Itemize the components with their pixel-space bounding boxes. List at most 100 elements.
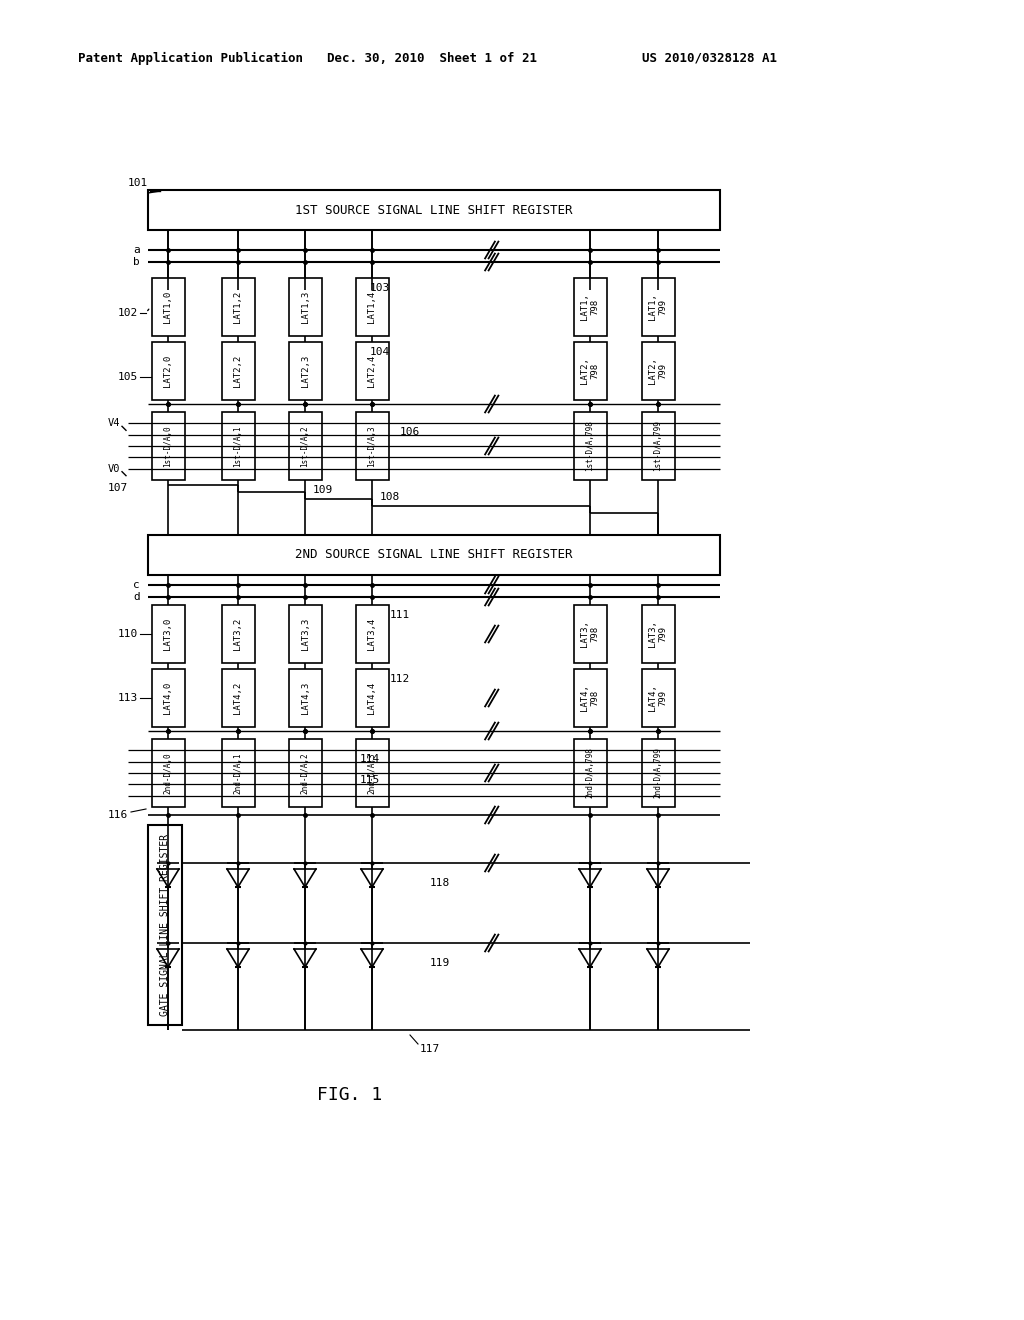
- FancyBboxPatch shape: [152, 669, 184, 727]
- FancyBboxPatch shape: [355, 279, 388, 337]
- FancyBboxPatch shape: [152, 342, 184, 400]
- Text: 104: 104: [370, 347, 390, 356]
- Text: 1st-D/A,799: 1st-D/A,799: [653, 421, 663, 471]
- Text: 1st-D/A,1: 1st-D/A,1: [233, 425, 243, 467]
- FancyBboxPatch shape: [355, 739, 388, 807]
- FancyBboxPatch shape: [152, 605, 184, 663]
- Text: LAT3,0: LAT3,0: [164, 618, 172, 651]
- Text: 114: 114: [360, 755, 380, 764]
- FancyBboxPatch shape: [355, 342, 388, 400]
- FancyBboxPatch shape: [573, 605, 606, 663]
- FancyBboxPatch shape: [355, 669, 388, 727]
- FancyBboxPatch shape: [573, 669, 606, 727]
- FancyBboxPatch shape: [221, 739, 255, 807]
- Text: LAT4,3: LAT4,3: [300, 682, 309, 714]
- Text: FIG. 1: FIG. 1: [317, 1086, 383, 1104]
- Text: Patent Application Publication: Patent Application Publication: [78, 51, 302, 65]
- Text: LAT3,
799: LAT3, 799: [648, 620, 668, 647]
- Text: LAT2,4: LAT2,4: [368, 355, 377, 387]
- Text: 105: 105: [118, 372, 138, 381]
- FancyBboxPatch shape: [355, 605, 388, 663]
- Text: 2nd-D/A,3: 2nd-D/A,3: [368, 752, 377, 793]
- Text: LAT3,4: LAT3,4: [368, 618, 377, 651]
- Text: 1st-D/A,2: 1st-D/A,2: [300, 425, 309, 467]
- Text: 2ND SOURCE SIGNAL LINE SHIFT REGISTER: 2ND SOURCE SIGNAL LINE SHIFT REGISTER: [295, 549, 572, 561]
- Text: 110: 110: [118, 630, 138, 639]
- FancyBboxPatch shape: [148, 190, 720, 230]
- Text: 2nd-D/A,799: 2nd-D/A,799: [653, 747, 663, 799]
- Text: 119: 119: [430, 958, 451, 968]
- FancyBboxPatch shape: [641, 412, 675, 480]
- Text: LAT3,3: LAT3,3: [300, 618, 309, 651]
- FancyBboxPatch shape: [573, 342, 606, 400]
- Text: LAT4,2: LAT4,2: [233, 682, 243, 714]
- Text: LAT2,
799: LAT2, 799: [648, 358, 668, 384]
- FancyBboxPatch shape: [148, 535, 720, 576]
- Text: Dec. 30, 2010  Sheet 1 of 21: Dec. 30, 2010 Sheet 1 of 21: [327, 51, 537, 65]
- FancyBboxPatch shape: [573, 739, 606, 807]
- Text: LAT3,
798: LAT3, 798: [581, 620, 600, 647]
- Text: 108: 108: [380, 492, 400, 502]
- FancyBboxPatch shape: [152, 739, 184, 807]
- FancyBboxPatch shape: [152, 412, 184, 480]
- Text: 113: 113: [118, 693, 138, 704]
- Text: 2nd-D/A,0: 2nd-D/A,0: [164, 752, 172, 793]
- FancyBboxPatch shape: [148, 825, 182, 1026]
- Text: LAT1,4: LAT1,4: [368, 290, 377, 323]
- Text: LAT1,3: LAT1,3: [300, 290, 309, 323]
- Text: a: a: [133, 246, 140, 255]
- Text: c: c: [133, 579, 140, 590]
- Text: V0: V0: [108, 463, 120, 474]
- Text: LAT1,
799: LAT1, 799: [648, 293, 668, 321]
- Text: 116: 116: [108, 810, 128, 820]
- Text: 103: 103: [370, 282, 390, 293]
- FancyBboxPatch shape: [289, 279, 322, 337]
- FancyBboxPatch shape: [355, 412, 388, 480]
- FancyBboxPatch shape: [289, 412, 322, 480]
- Text: 106: 106: [400, 428, 420, 437]
- FancyBboxPatch shape: [641, 605, 675, 663]
- Text: 115: 115: [360, 775, 380, 785]
- Text: LAT2,0: LAT2,0: [164, 355, 172, 387]
- FancyBboxPatch shape: [221, 605, 255, 663]
- Text: 112: 112: [390, 675, 411, 684]
- FancyBboxPatch shape: [221, 342, 255, 400]
- Text: 1st-D/A,3: 1st-D/A,3: [368, 425, 377, 467]
- FancyBboxPatch shape: [641, 342, 675, 400]
- FancyBboxPatch shape: [573, 279, 606, 337]
- Text: d: d: [133, 591, 140, 602]
- Text: 117: 117: [420, 1044, 440, 1053]
- Text: 107: 107: [108, 483, 128, 492]
- Text: 118: 118: [430, 878, 451, 888]
- Text: GATE SIGNAL LINE SHIFT REGISTER: GATE SIGNAL LINE SHIFT REGISTER: [160, 834, 170, 1016]
- Text: LAT4,4: LAT4,4: [368, 682, 377, 714]
- Text: LAT4,0: LAT4,0: [164, 682, 172, 714]
- Text: LAT3,2: LAT3,2: [233, 618, 243, 651]
- Text: 1st-D/A,798: 1st-D/A,798: [586, 421, 595, 471]
- FancyBboxPatch shape: [573, 412, 606, 480]
- Text: LAT2,3: LAT2,3: [300, 355, 309, 387]
- FancyBboxPatch shape: [289, 342, 322, 400]
- Text: b: b: [133, 257, 140, 267]
- Text: 111: 111: [390, 610, 411, 620]
- Text: 109: 109: [313, 484, 333, 495]
- Text: 1ST SOURCE SIGNAL LINE SHIFT REGISTER: 1ST SOURCE SIGNAL LINE SHIFT REGISTER: [295, 203, 572, 216]
- Text: LAT2,2: LAT2,2: [233, 355, 243, 387]
- FancyBboxPatch shape: [289, 739, 322, 807]
- FancyBboxPatch shape: [641, 279, 675, 337]
- FancyBboxPatch shape: [289, 605, 322, 663]
- Text: 2nd-D/A,798: 2nd-D/A,798: [586, 747, 595, 799]
- Text: 2nd-D/A,2: 2nd-D/A,2: [300, 752, 309, 793]
- FancyBboxPatch shape: [221, 279, 255, 337]
- Text: LAT2,
798: LAT2, 798: [581, 358, 600, 384]
- Text: US 2010/0328128 A1: US 2010/0328128 A1: [642, 51, 777, 65]
- FancyBboxPatch shape: [221, 412, 255, 480]
- FancyBboxPatch shape: [221, 669, 255, 727]
- Text: LAT1,0: LAT1,0: [164, 290, 172, 323]
- FancyBboxPatch shape: [641, 669, 675, 727]
- Text: V4: V4: [108, 418, 120, 428]
- FancyBboxPatch shape: [152, 279, 184, 337]
- Text: 2nd-D/A,1: 2nd-D/A,1: [233, 752, 243, 793]
- FancyBboxPatch shape: [289, 669, 322, 727]
- Text: LAT1,
798: LAT1, 798: [581, 293, 600, 321]
